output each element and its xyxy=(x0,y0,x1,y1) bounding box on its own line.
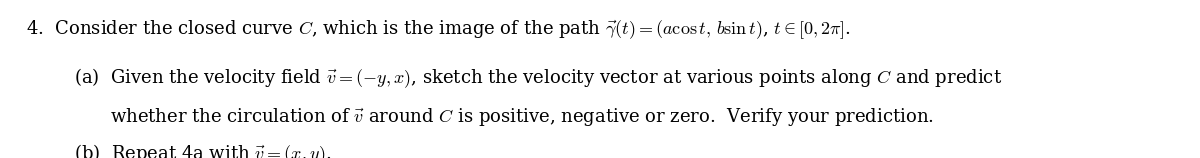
Text: whether the circulation of $\vec{v}$ around $C$ is positive, negative or zero.  : whether the circulation of $\vec{v}$ aro… xyxy=(110,106,934,128)
Text: (a)  Given the velocity field $\vec{v} = (-y, x)$, sketch the velocity vector at: (a) Given the velocity field $\vec{v} = … xyxy=(74,66,1003,90)
Text: 4.  Consider the closed curve $C$, which is the image of the path $\vec{\gamma}(: 4. Consider the closed curve $C$, which … xyxy=(26,19,852,43)
Text: (b)  Repeat 4a with $\vec{v} = (x, y)$.: (b) Repeat 4a with $\vec{v} = (x, y)$. xyxy=(74,142,331,158)
